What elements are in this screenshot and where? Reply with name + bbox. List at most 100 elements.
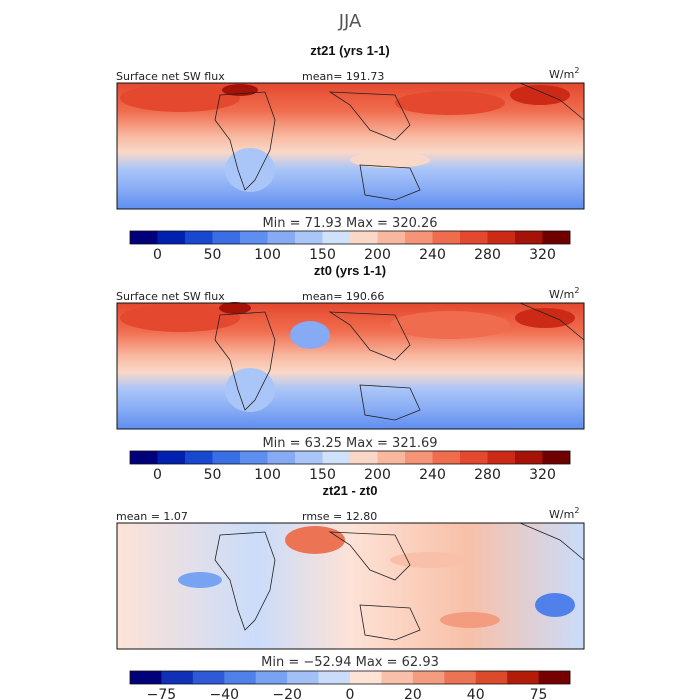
panel-3-anomaly-south bbox=[440, 612, 500, 628]
colorbar-swatch bbox=[240, 231, 268, 244]
panel-2-africa-south bbox=[225, 368, 275, 412]
panel-1-variable: Surface net SW flux bbox=[116, 70, 225, 83]
panel-1-hotspot-pacific bbox=[395, 91, 505, 115]
colorbar-frame bbox=[129, 670, 571, 685]
colorbar-swatch bbox=[318, 671, 351, 684]
panel-1-colorbar: 0 50 100 150 200 240 280 320 bbox=[129, 230, 571, 263]
colorbar-swatch bbox=[542, 231, 571, 244]
colorbar-swatch bbox=[377, 451, 406, 464]
colorbar-swatch bbox=[412, 671, 445, 684]
panel-3-anomaly-india bbox=[285, 526, 345, 554]
colorbar-tick-label: 200 bbox=[364, 467, 391, 483]
colorbar-swatch bbox=[487, 451, 516, 464]
colorbar-tick-label: 0 bbox=[153, 247, 162, 263]
colorbar-swatch bbox=[295, 231, 323, 244]
colorbar-swatch bbox=[185, 451, 213, 464]
panel-3-title: zt21 - zt0 bbox=[323, 483, 378, 498]
colorbar-tick-label: 0 bbox=[346, 687, 355, 700]
panel-2-colorbar: 0 50 100 150 200 240 280 320 bbox=[129, 450, 571, 483]
colorbar-tick-label: 150 bbox=[309, 247, 336, 263]
colorbar-swatch bbox=[255, 671, 288, 684]
colorbar-tick-label: 100 bbox=[254, 247, 281, 263]
colorbar-swatch bbox=[224, 671, 257, 684]
colorbar-frame bbox=[129, 450, 571, 465]
panel-1-coast-australia bbox=[359, 164, 421, 201]
colorbar-swatch bbox=[240, 451, 268, 464]
panel-2-units: W/m2 bbox=[549, 286, 579, 301]
panel-1-coast-africa bbox=[214, 91, 276, 191]
colorbar-swatch bbox=[405, 231, 433, 244]
panel-2-variable: Surface net SW flux bbox=[116, 290, 225, 303]
colorbar-tick-label: 200 bbox=[364, 247, 391, 263]
panel-2-india-cloud bbox=[290, 321, 330, 349]
colorbar-swatch bbox=[538, 671, 571, 684]
panel-1-units: W/m2 bbox=[549, 66, 579, 81]
colorbar-swatch bbox=[157, 231, 186, 244]
colorbar-swatch bbox=[350, 451, 378, 464]
panel-3-anomaly-pacific bbox=[390, 552, 470, 568]
colorbar-tick-label: 0 bbox=[153, 467, 162, 483]
colorbar-tick-label: 320 bbox=[529, 247, 556, 263]
colorbar-tick-label: 75 bbox=[530, 687, 548, 700]
colorbar-tick-label: −40 bbox=[210, 687, 240, 700]
colorbar-swatch bbox=[515, 451, 543, 464]
colorbar-tick-label: 100 bbox=[254, 467, 281, 483]
colorbar-swatch bbox=[460, 451, 488, 464]
colorbar-swatch bbox=[212, 451, 241, 464]
colorbar-swatch bbox=[267, 451, 296, 464]
panel-3-coast-america bbox=[519, 522, 585, 561]
colorbar-tick-label: 20 bbox=[404, 687, 422, 700]
figure-title: JJA bbox=[338, 11, 362, 32]
panel-2-minmax: Min = 63.25 Max = 321.69 bbox=[262, 436, 437, 451]
colorbar-swatch bbox=[322, 231, 351, 244]
panel-2-hotspot-pacific bbox=[390, 311, 510, 339]
panel-3-rmse: rmse = 12.80 bbox=[302, 510, 377, 523]
panel-1-hotspot-east bbox=[510, 85, 570, 105]
panel-1-map bbox=[116, 82, 585, 210]
panel-1-map-frame bbox=[116, 82, 585, 210]
panel-3-anomaly-atlantic bbox=[178, 572, 222, 588]
panel-2-mean: mean= 190.66 bbox=[302, 290, 384, 303]
colorbar-tick-label: 240 bbox=[419, 467, 446, 483]
panel-2-hotspot-sahara bbox=[120, 304, 240, 332]
panel-2-coast-australia bbox=[359, 384, 421, 421]
colorbar-tick-label: 50 bbox=[204, 467, 222, 483]
colorbar-swatch bbox=[185, 231, 213, 244]
colorbar-swatch bbox=[475, 671, 508, 684]
colorbar-swatch bbox=[487, 231, 516, 244]
colorbar-swatch bbox=[130, 231, 158, 244]
colorbar-swatch bbox=[381, 671, 414, 684]
colorbar-swatch bbox=[287, 671, 319, 684]
panel-1-minmax: Min = 71.93 Max = 320.26 bbox=[262, 216, 437, 231]
colorbar-swatch bbox=[444, 671, 477, 684]
panel-1-coast-asia bbox=[328, 91, 411, 141]
panel-2-coast-america bbox=[519, 302, 585, 341]
colorbar-swatch bbox=[267, 231, 296, 244]
colorbar-swatch bbox=[432, 451, 461, 464]
panel-2-map bbox=[116, 302, 585, 430]
colorbar-tick-label: 280 bbox=[474, 467, 501, 483]
colorbar-swatch bbox=[350, 231, 378, 244]
panel-2-coast-africa bbox=[214, 311, 276, 411]
colorbar-frame bbox=[129, 230, 571, 245]
panel-3-coast-africa bbox=[214, 531, 276, 631]
colorbar-tick-label: 280 bbox=[474, 247, 501, 263]
colorbar-swatch bbox=[515, 231, 543, 244]
colorbar-tick-label: −20 bbox=[272, 687, 302, 700]
panel-3-mean: mean = 1.07 bbox=[116, 510, 188, 523]
panel-2-title: zt0 (yrs 1-1) bbox=[314, 263, 386, 278]
colorbar-swatch bbox=[322, 451, 351, 464]
colorbar-tick-label: 50 bbox=[204, 247, 222, 263]
colorbar-swatch bbox=[130, 671, 162, 684]
panel-2-hotspot-east bbox=[515, 308, 575, 328]
panel-1-coast-america bbox=[519, 82, 585, 121]
panel-2: zt0 (yrs 1-1) Surface net SW flux mean= … bbox=[116, 263, 585, 483]
colorbar-tick-label: 150 bbox=[309, 467, 336, 483]
colorbar-swatch bbox=[460, 231, 488, 244]
panel-1-maritime bbox=[350, 152, 430, 168]
colorbar-swatch bbox=[350, 671, 382, 684]
panel-2-map-frame bbox=[116, 302, 585, 430]
colorbar-swatch bbox=[295, 451, 323, 464]
colorbar-swatch bbox=[432, 231, 461, 244]
